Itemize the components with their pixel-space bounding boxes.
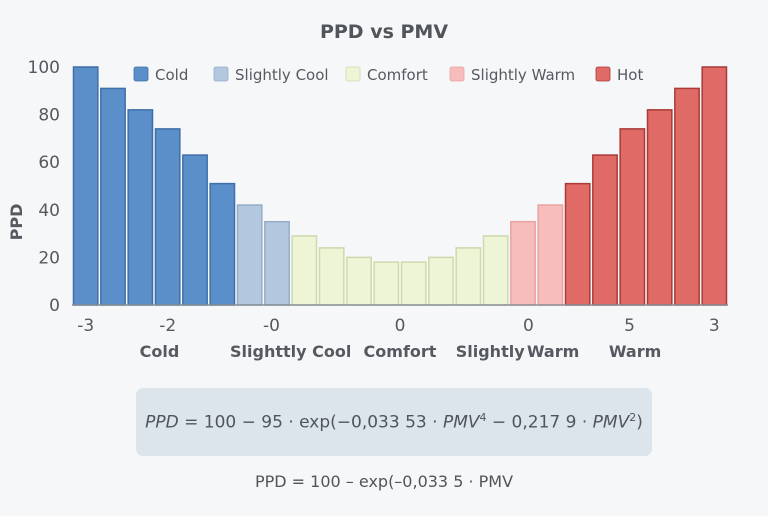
bar-slightly-cool [236,204,263,306]
x-tick-label: 3 [709,316,720,336]
chart-title: PPD vs PMV [320,21,448,43]
bar-cold [127,109,154,306]
y-tick-label: 60 [38,153,60,173]
x-tick-label: -0 [263,316,280,336]
legend-label: Cold [155,66,188,84]
y-axis-label: PPD [7,204,26,241]
ppd-vs-pmv-chart: PPD vs PMV PPD 0 20 40 60 80 100 -3 -2 -0 0 0 5 3 C… [7,21,728,361]
formula-main: PPD = 100 − 95 · exp(−0,033 53 · PMV4 − … [145,411,643,433]
y-tick-label: 80 [38,106,60,126]
y-tick-label: 40 [38,201,60,221]
formula-part: = 100 − 95 · exp(−0,033 53 · [178,412,443,433]
legend-item-slightly-cool: Slightly Cool [213,66,329,84]
y-tick-label: 0 [49,296,60,316]
bar-cold [209,182,236,306]
bar-hot [592,154,618,306]
legend-label: Slightly Cool [235,66,329,84]
formula-part: − 0,217 9 · [486,412,593,433]
x-tick-label: 5 [624,316,635,336]
bar-slightly-cool [264,220,290,306]
legend-item-hot: Hot [595,66,643,84]
legend-label: Hot [617,66,643,84]
bar-slightly-warm [537,204,564,306]
legend-swatch [133,66,149,82]
formula-pmv: PMV [592,412,630,433]
legend-label: Slightly Warm [471,66,575,84]
formula-box: PPD = 100 − 95 · exp(−0,033 53 · PMV4 − … [136,388,652,456]
x-tick-label: -3 [77,316,94,336]
legend-swatch [345,66,361,82]
bar-comfort [428,256,454,306]
legend-swatch [213,66,229,82]
bar-comfort [373,261,400,306]
bar-cold [100,87,126,306]
formula-lhs: PPD [145,412,179,433]
category-label: Warm [527,342,579,361]
legend-swatch [449,66,465,82]
bar-hot [646,109,673,306]
bar-comfort [400,261,427,306]
legend-label: Comfort [367,66,428,84]
bar-cold [72,66,99,306]
bar-hot [674,87,700,306]
bar-cold [154,128,181,306]
formula-exponent: 4 [479,411,487,425]
bar-comfort [318,247,345,306]
formula-plain: PPD = 100 – exp(–0,033 5 · PMV [254,472,514,491]
bar-hot [701,66,728,306]
legend-item-comfort: Comfort [345,66,428,84]
bar-slightly-warm [510,220,536,306]
bar-comfort [482,235,509,306]
category-label: Comfort [364,342,437,361]
x-tick-label: 0 [395,316,406,336]
category-label: Slighttly Cool [230,342,351,361]
x-tick-label: -2 [159,316,176,336]
bar-hot [564,182,591,306]
category-label: Cold [140,342,180,361]
legend-item-slightly-warm: Slightly Warm [449,66,575,84]
y-tick-label: 20 [38,248,60,268]
legend-swatch [595,66,611,82]
bar-hot [619,128,646,306]
bar-comfort [291,235,318,306]
x-tick-label: 0 [523,316,534,336]
formula-pmv: PMV [442,412,480,433]
category-label: Slightly [456,342,525,361]
formula-exponent: 2 [629,411,637,425]
bar-comfort [346,256,372,306]
legend-item-cold: Cold [133,66,188,84]
formula-part: ) [636,412,643,433]
y-tick-label: 100 [28,58,60,78]
bar-cold [182,154,208,306]
category-label: Warm [609,342,661,361]
bar-comfort [455,247,482,306]
